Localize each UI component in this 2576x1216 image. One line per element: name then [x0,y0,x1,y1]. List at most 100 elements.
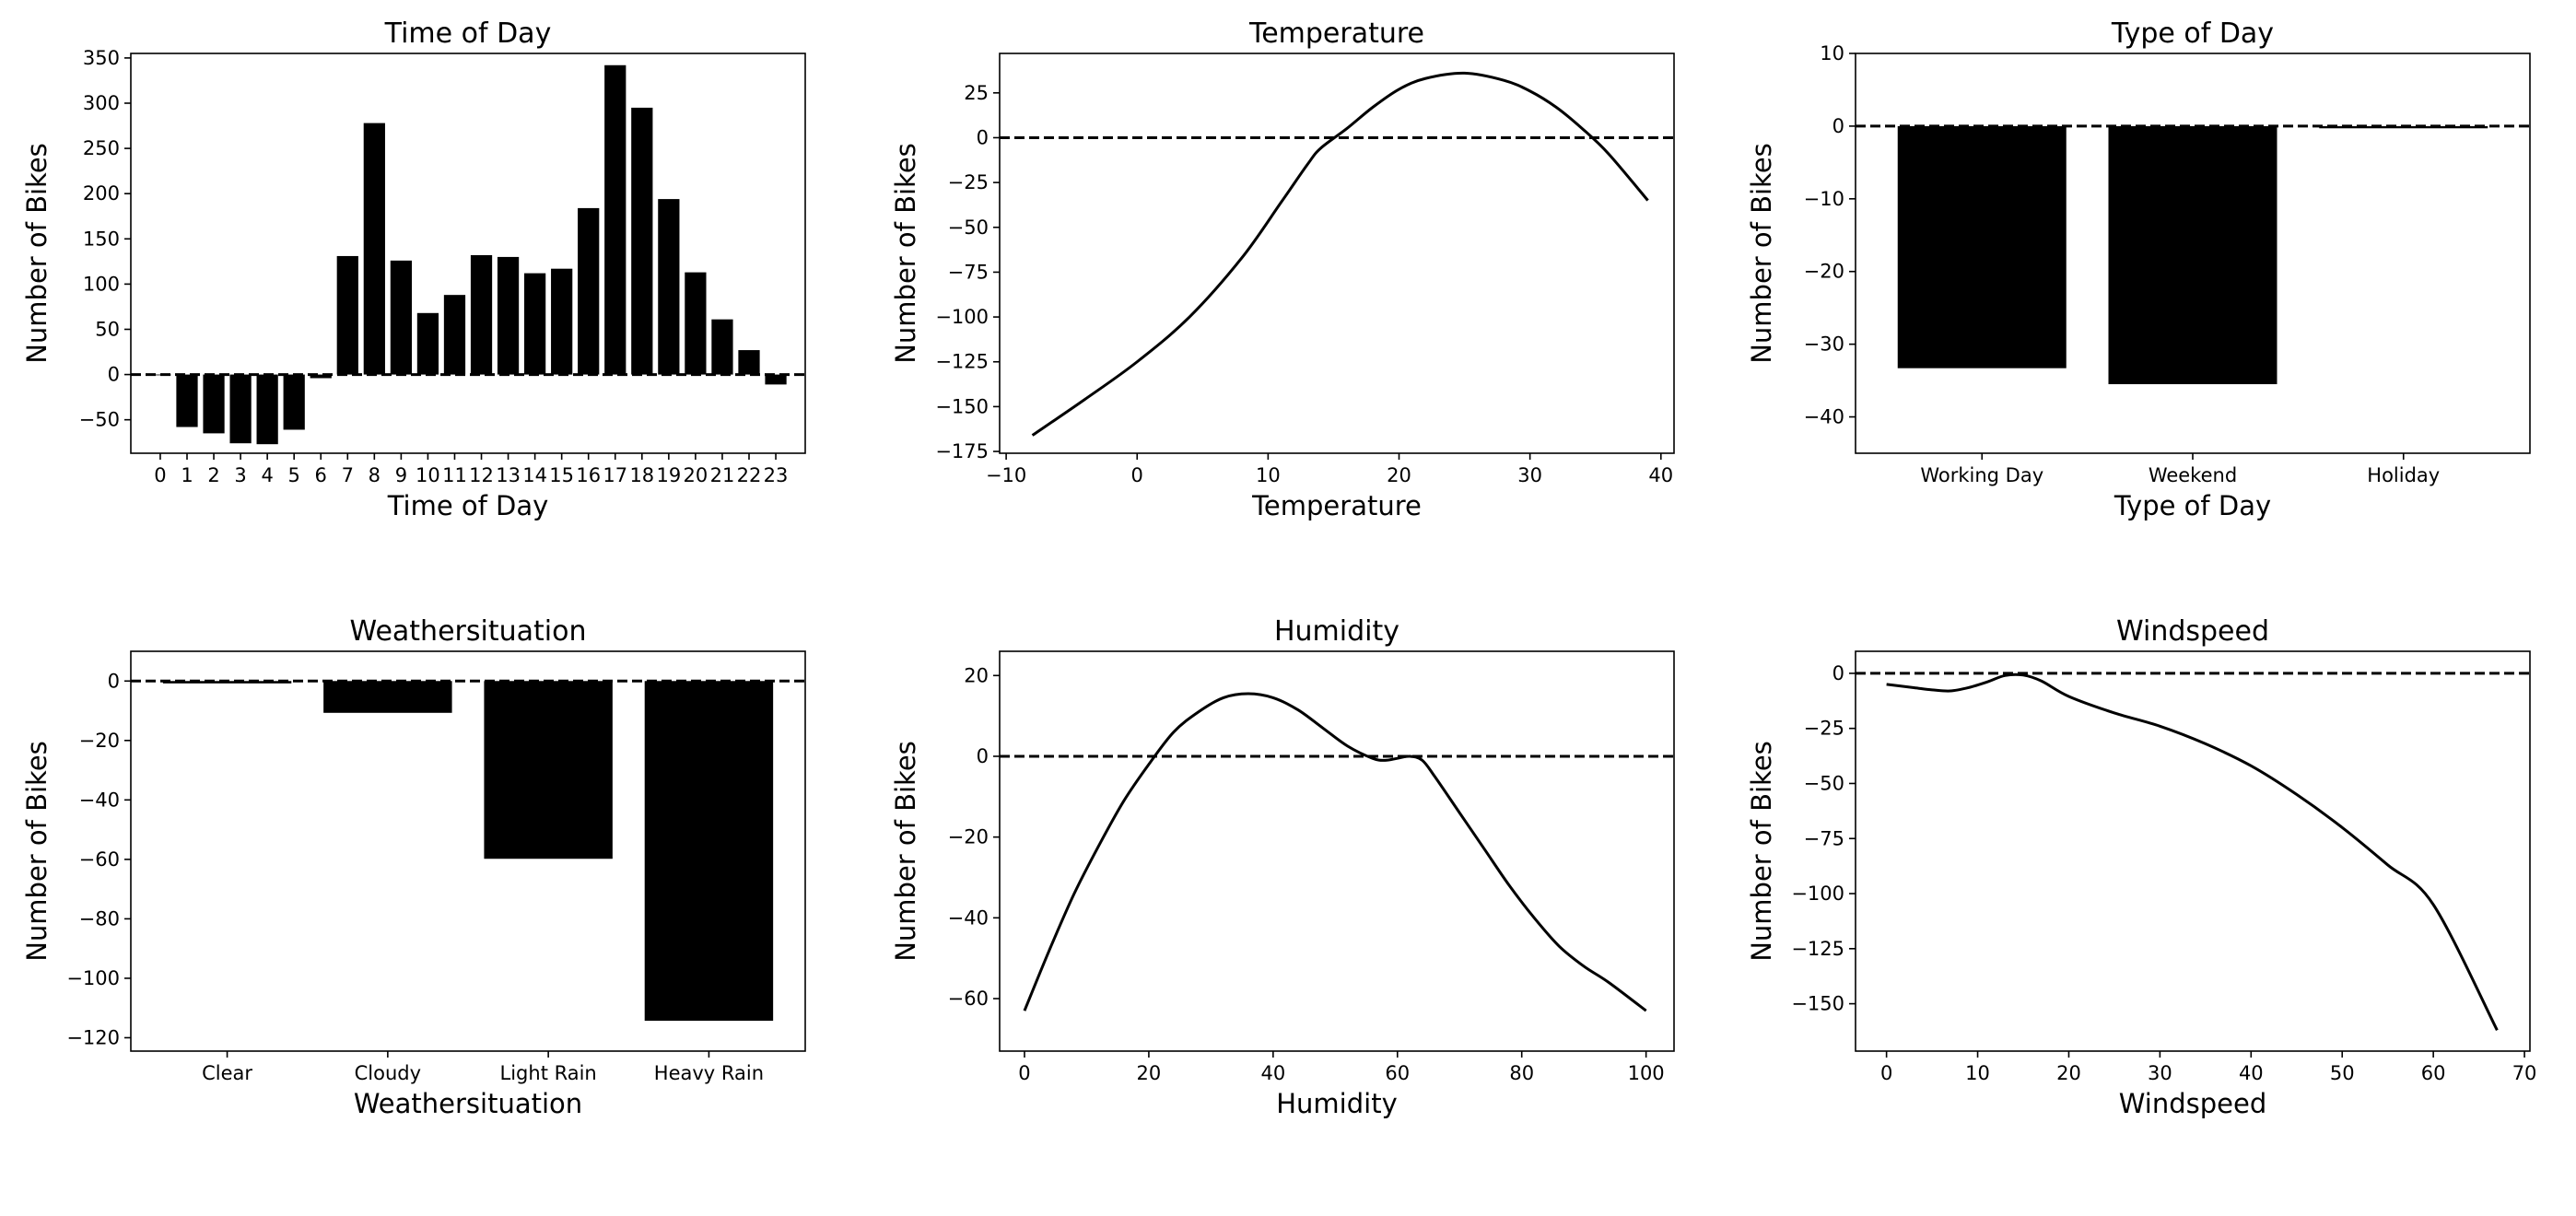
x-tick-label: 60 [1385,1062,1410,1084]
bar-10 [416,312,439,375]
chart-title: Temperature [1248,18,1424,50]
bar-21 [711,319,733,375]
x-tick-label: 23 [764,464,789,486]
y-axis-label: Number of Bikes [21,143,53,364]
y-tick-label: 100 [83,273,120,295]
y-tick-label: −20 [1804,261,1844,283]
bar-4 [256,374,278,445]
bar-0 [1897,125,2067,368]
x-tick-label: 20 [1137,1062,1162,1084]
x-axis-label: Temperature [1251,490,1422,521]
x-tick-label: 10 [1256,464,1281,486]
x-tick-label: 12 [469,464,494,486]
x-axis-label: Time of Day [387,490,549,521]
x-tick-label: 14 [522,464,547,486]
x-tick-label: 4 [261,464,273,486]
bar-0 [149,374,171,376]
x-tick-label: 11 [442,464,467,486]
bar-3 [644,681,774,1022]
x-tick-label: 19 [656,464,681,486]
bar-12 [470,254,493,375]
y-tick-label: −175 [935,440,989,462]
axes-frame [999,650,1675,1052]
weathersituation-panel: −120 −100 −80 −60 −40 −20 0 Clear Cloudy Light Ra… [21,615,806,1119]
y-tick-label: −125 [935,351,989,373]
y-tick-label: 0 [977,126,989,148]
y-tick-label: −150 [1791,993,1844,1015]
chart-title: Type of Day [2111,18,2274,50]
y-tick-label: −30 [1804,333,1844,356]
y-axis-label: Number of Bikes [890,143,921,364]
bar-15 [551,268,573,375]
axes-frame [130,650,806,1052]
x-axis-label: Humidity [1276,1088,1398,1119]
bar-6 [310,374,332,379]
bar-23 [765,374,787,385]
series-line [1031,71,1649,437]
series-line [1023,692,1647,1012]
y-tick-label: 150 [83,228,120,250]
plot-area [131,64,805,445]
x-tick-label: 40 [2239,1062,2264,1084]
x-tick-label: 20 [2056,1062,2081,1084]
axes-frame [999,53,1675,454]
y-tick-label: 20 [964,664,989,686]
series-line [1886,672,2499,1031]
y-tick-label: −40 [1804,406,1844,428]
y-axis-label: Number of Bikes [890,741,921,962]
y-tick-label: 0 [108,364,120,386]
y-tick-label: 250 [83,137,120,159]
y-tick-label: −40 [79,789,120,811]
x-tick-label: 5 [288,464,300,486]
x-tick-label: 0 [1880,1062,1892,1084]
y-tick-label: −10 [1804,188,1844,210]
y-tick-label: 10 [1820,42,1844,64]
bar-19 [658,199,680,375]
y-tick-label: −75 [948,261,989,283]
y-tick-label: 0 [977,745,989,767]
x-tick-label: 20 [1387,464,1411,486]
x-tick-label: Cloudy [355,1062,421,1084]
humidity-panel: −60 −40 −20 0 20 0 20 40 60 80 100 Humidity Humidity… [890,615,1675,1119]
bar-13 [497,256,520,375]
x-tick-label: 8 [369,464,381,486]
bar-14 [524,273,546,375]
plot-area [131,679,805,1022]
y-tick-label: −100 [935,306,989,328]
y-axis-label: Number of Bikes [1746,143,1777,364]
y-tick-label: −25 [1804,718,1844,740]
x-axis-label: Windspeed [2119,1088,2267,1119]
x-tick-label: Heavy Rain [654,1062,764,1084]
y-tick-label: 300 [83,92,120,114]
y-tick-label: −20 [79,730,120,752]
type-of-day-panel: −40 −30 −20 −10 0 10 Working Day Weekend Holiday… [1746,18,2531,521]
y-tick-label: −150 [935,395,989,417]
x-tick-label: 6 [315,464,327,486]
bar-1 [323,681,452,713]
plot-area [1000,692,1674,1012]
y-tick-label: −50 [1804,772,1844,794]
y-tick-label: −20 [948,826,989,848]
bar-1 [176,374,198,427]
x-tick-label: 70 [2512,1062,2537,1084]
y-tick-label: −125 [1791,938,1844,960]
y-tick-label: −80 [79,907,120,930]
y-tick-label: 25 [964,82,989,104]
x-tick-label: 30 [1517,464,1542,486]
plot-area [1000,71,1674,437]
x-tick-label: 40 [1648,464,1673,486]
plot-area [1856,672,2530,1031]
y-tick-label: −100 [1791,883,1844,905]
bar-5 [283,374,305,430]
bar-7 [336,255,358,375]
chart-title: Time of Day [384,18,552,50]
chart-title: Humidity [1274,615,1399,648]
y-tick-label: −50 [79,409,120,431]
y-tick-label: −25 [948,171,989,193]
windspeed-panel: −150 −125 −100 −75 −50 −25 0 0 10 20 30 40 50 60 70 Win… [1746,615,2536,1119]
x-tick-label: −10 [986,464,1026,486]
y-tick-label: 0 [1832,115,1844,137]
x-tick-label: 100 [1628,1062,1665,1084]
